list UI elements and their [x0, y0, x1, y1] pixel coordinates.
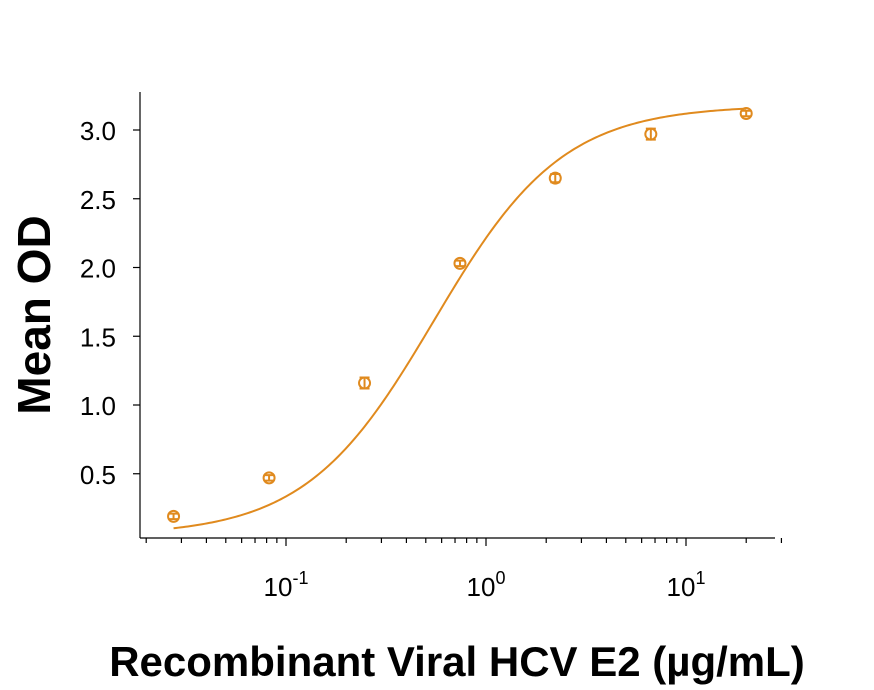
- data-point: [358, 376, 372, 390]
- x-tick-base: 10: [467, 572, 496, 602]
- point-marker: [644, 127, 658, 141]
- points-layer: [167, 107, 753, 523]
- data-point: [167, 509, 181, 523]
- x-tick-exponent: 1: [695, 568, 705, 588]
- y-tick-label: 2.5: [80, 185, 116, 215]
- data-point: [262, 471, 276, 485]
- x-tick-label: 101: [667, 568, 706, 602]
- point-marker: [358, 376, 372, 390]
- axes: [139, 92, 775, 539]
- x-axis-label: Recombinant Viral HCV E2 (µg/mL): [109, 638, 805, 685]
- y-tick-label: 0.5: [80, 460, 116, 490]
- x-tick-base: 10: [264, 572, 293, 602]
- x-tick-base: 10: [667, 572, 696, 602]
- fit-layer: [173, 107, 747, 530]
- y-axis-label: Mean OD: [8, 215, 60, 414]
- x-tick-label: 100: [467, 568, 506, 602]
- fit-curve: [173, 107, 747, 530]
- x-tick-exponent: 0: [495, 568, 505, 588]
- y-tick-label: 1.5: [80, 322, 116, 352]
- point-marker: [167, 509, 181, 523]
- x-tick-label: 10-1: [264, 568, 309, 602]
- y-ticks: 0.5 1.0 1.5 2.0 2.5 3.0: [80, 116, 140, 490]
- point-marker: [739, 107, 753, 120]
- data-point: [548, 171, 562, 185]
- x-ticks: 10-1 100 101: [145, 538, 783, 602]
- y-tick-label: 3.0: [80, 116, 116, 146]
- y-tick-label: 1.0: [80, 391, 116, 421]
- y-tick-label: 2.0: [80, 254, 116, 284]
- data-point: [739, 107, 753, 120]
- point-marker: [262, 471, 276, 485]
- data-point: [453, 256, 467, 270]
- point-marker: [548, 171, 562, 185]
- point-marker: [453, 256, 467, 270]
- data-point: [644, 127, 658, 141]
- x-tick-exponent: -1: [292, 568, 308, 588]
